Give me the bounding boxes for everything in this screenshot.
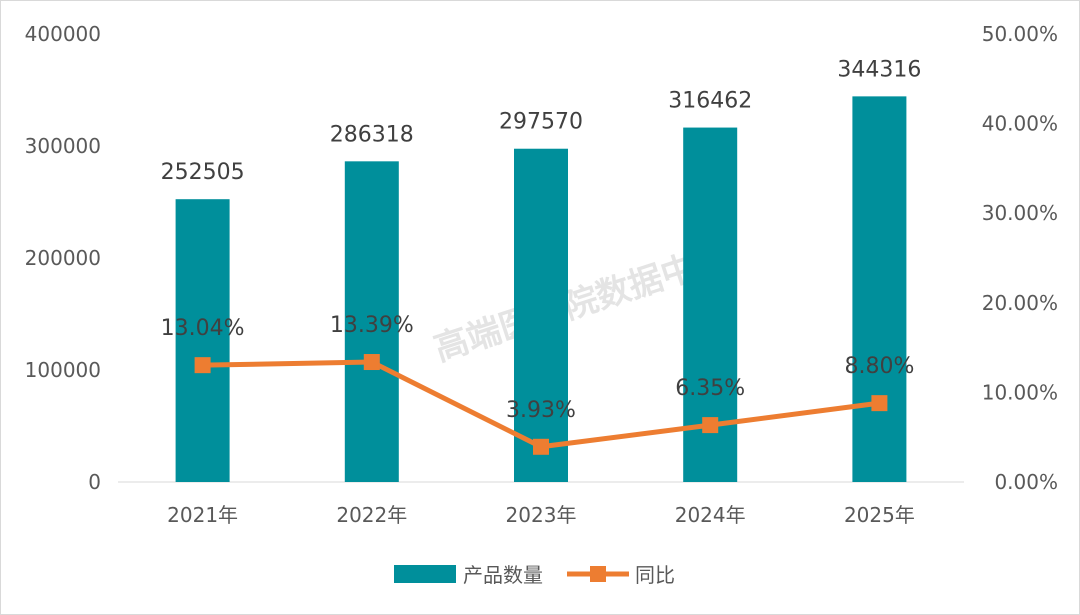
data-labels: 252505 286318 297570 316462 344316 13.04% 13.3… — [161, 57, 922, 422]
bar — [175, 199, 230, 482]
line-value-label: 6.35% — [675, 376, 745, 401]
y-axis-tick-label: 200000 — [25, 246, 101, 270]
bar — [852, 96, 907, 482]
y-axis-tick-label: 400000 — [25, 22, 101, 46]
axes: 0 100000 200000 300000 400000 0.00% 10.00% 20.0… — [25, 22, 1058, 527]
x-axis-tick-label: 2021年 — [167, 503, 238, 527]
x-axis-tick-label: 2022年 — [336, 503, 407, 527]
y2-axis-tick-label: 40.00% — [982, 112, 1058, 136]
bar-value-label: 286318 — [330, 122, 414, 147]
line-value-label: 13.39% — [330, 313, 414, 338]
y-axis-tick-label: 0 — [88, 470, 101, 494]
y-axis-tick-label: 100000 — [25, 358, 101, 382]
y2-axis-tick-label: 0.00% — [994, 470, 1058, 494]
line-value-label: 8.80% — [844, 354, 914, 379]
line-point — [194, 357, 211, 374]
x-axis-tick-label: 2024年 — [675, 503, 746, 527]
line-value-label: 3.93% — [506, 398, 576, 423]
legend-bar-swatch — [394, 565, 456, 583]
bars — [175, 96, 907, 482]
legend-bar-label: 产品数量 — [463, 563, 543, 587]
y2-axis-tick-label: 50.00% — [982, 22, 1058, 46]
bar-value-label: 252505 — [161, 160, 245, 185]
line-value-label: 13.04% — [161, 316, 245, 341]
line-point — [871, 395, 888, 412]
bar — [344, 161, 399, 482]
line-point — [702, 417, 719, 434]
y2-axis-tick-label: 20.00% — [982, 291, 1058, 315]
y-axis-tick-label: 300000 — [25, 134, 101, 158]
y2-axis-tick-label: 10.00% — [982, 380, 1058, 404]
line-series — [194, 354, 888, 455]
bar-value-label: 344316 — [837, 57, 921, 82]
line-point — [533, 438, 549, 455]
legend: 产品数量 同比 — [394, 563, 675, 587]
x-axis-tick-label: 2023年 — [506, 503, 577, 527]
legend-line-label: 同比 — [635, 563, 675, 587]
bar-value-label: 316462 — [668, 89, 752, 114]
line-point — [363, 354, 380, 371]
y2-axis-tick-label: 30.00% — [982, 201, 1058, 225]
bar-value-label: 297570 — [499, 110, 583, 135]
bar — [514, 148, 568, 482]
legend-line-marker — [590, 566, 606, 582]
x-axis-tick-label: 2025年 — [844, 503, 915, 527]
